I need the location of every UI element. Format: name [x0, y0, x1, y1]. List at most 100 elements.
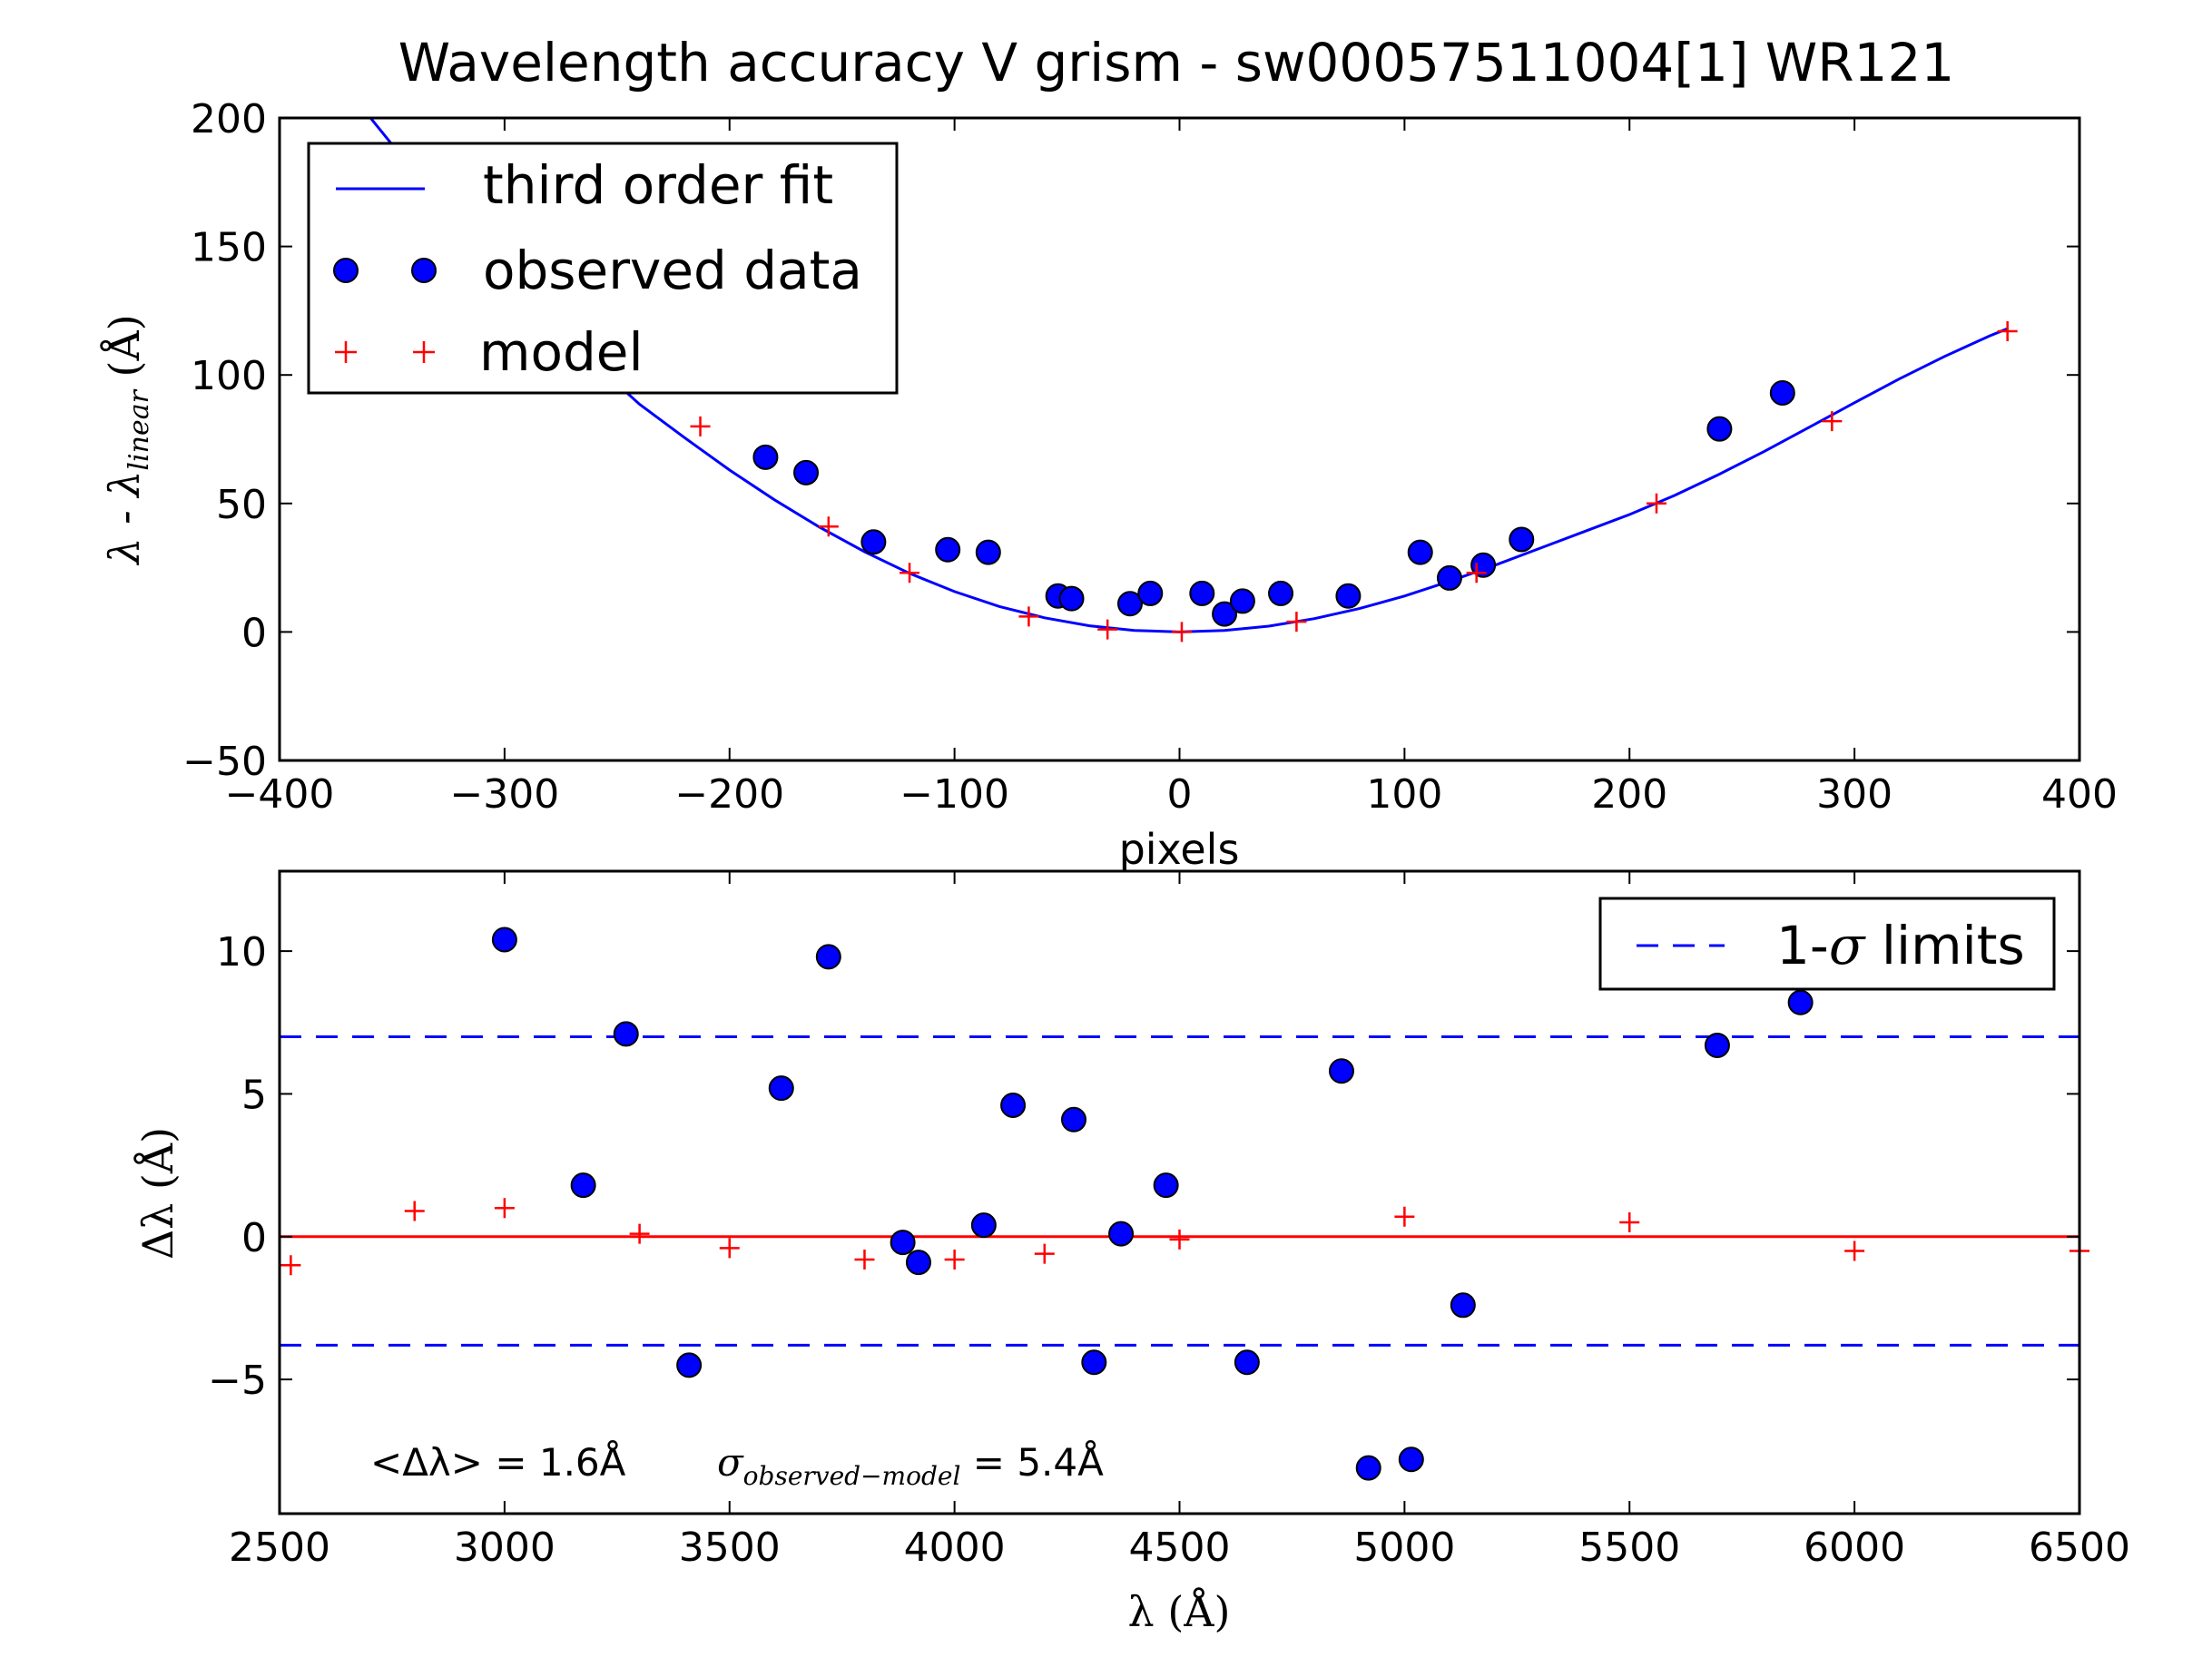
model-point	[1286, 612, 1307, 632]
bottom-x-tick-label: 6000	[1804, 1525, 1905, 1571]
chart-title: Wavelength accuracy V grism - sw00057511…	[398, 32, 1955, 93]
top-legend-box	[307, 142, 899, 395]
observed-residual-point	[1328, 1058, 1354, 1084]
model-residual-point	[1844, 1240, 1865, 1261]
observed-data-point	[1058, 585, 1085, 612]
stats-annotation-mean: <Δλ> = 1.6Å	[370, 1439, 626, 1485]
legend-observed-label: observed data	[483, 240, 862, 301]
top-y-tick-label: 200	[191, 96, 267, 142]
top-axis-ticks: −400 −300 −200 −100 0 100 200 300 400 −50 0 50 100 15…	[182, 96, 2118, 818]
top-y-tick-label: 50	[216, 482, 267, 528]
top-y-tick-label: 0	[241, 610, 267, 656]
observed-residual-point	[1081, 1349, 1107, 1376]
observed-residual-point	[676, 1352, 703, 1378]
bottom-x-tick-label: 3000	[454, 1525, 555, 1571]
top-panel: −400 −300 −200 −100 0 100 200 300 400 −50 0 50 100 15…	[99, 96, 2118, 874]
model-point	[1822, 411, 1843, 432]
bottom-y-axis-label: Δλ (Å)	[133, 1127, 182, 1260]
observed-residual-point	[890, 1230, 916, 1256]
bottom-x-tick-label: 4000	[904, 1525, 1006, 1571]
model-point	[900, 563, 920, 583]
model-point	[1171, 622, 1192, 642]
bottom-plot-area	[280, 927, 2089, 1481]
bottom-x-tick-label: 2500	[229, 1525, 330, 1571]
bottom-legend: 1-σ limits	[1598, 897, 2056, 991]
model-point	[1466, 563, 1487, 583]
bottom-y-tick-label: 5	[241, 1072, 267, 1118]
top-x-tick-label: −400	[225, 771, 335, 818]
observed-residual-point	[970, 1212, 997, 1239]
model-point	[1018, 606, 1039, 627]
model-residual-point	[494, 1198, 515, 1219]
bottom-x-tick-label: 5500	[1578, 1525, 1680, 1571]
model-residual-point	[1169, 1229, 1190, 1250]
bottom-x-tick-label: 4500	[1129, 1525, 1231, 1571]
model-point	[1997, 321, 2018, 342]
model-residual-point	[1394, 1206, 1415, 1227]
top-x-tick-label: 300	[1816, 771, 1892, 818]
legend-sigma-label: 1-σ limits	[1776, 915, 2025, 976]
model-point	[818, 516, 839, 537]
observed-residual-point	[570, 1172, 596, 1199]
observed-data-point	[1212, 601, 1238, 627]
stats-annotation-sigma: σobserved−model = 5.4Å	[717, 1439, 1104, 1491]
legend-observed-marker	[411, 258, 437, 283]
observed-data-point	[1436, 564, 1462, 591]
observed-data-point	[1137, 580, 1164, 606]
top-plot-area	[369, 118, 2018, 642]
top-y-tick-label: 100	[191, 353, 267, 399]
observed-residual-point	[613, 1021, 639, 1047]
model-residual-point	[629, 1223, 650, 1244]
observed-residual-point	[1000, 1093, 1027, 1119]
top-legend: third order fit observed data model	[307, 142, 899, 395]
observed-data-point	[1769, 380, 1795, 407]
top-x-tick-label: 100	[1366, 771, 1442, 818]
observed-data-point	[752, 444, 779, 470]
model-point	[1646, 493, 1666, 514]
observed-data-point	[1229, 588, 1255, 614]
bottom-x-axis-label: λ (Å)	[1128, 1586, 1231, 1636]
observed-data-point	[1116, 591, 1143, 617]
model-residual-point	[944, 1249, 965, 1270]
legend-observed-marker	[333, 258, 359, 283]
bottom-x-tick-label: 5000	[1353, 1525, 1455, 1571]
model-residual-point	[280, 1255, 301, 1276]
observed-data-point	[860, 529, 887, 555]
top-y-axis-label: λ - λlinear (Å)	[99, 314, 155, 565]
top-y-tick-label: −50	[182, 739, 267, 785]
legend-model-label: model	[479, 321, 644, 383]
legend-model-marker	[413, 341, 435, 363]
top-x-tick-label: 400	[2041, 771, 2118, 818]
bottom-y-tick-label: 0	[241, 1215, 267, 1261]
model-residual-point	[1034, 1243, 1055, 1264]
bottom-y-tick-label: −5	[208, 1358, 267, 1404]
bottom-panel: 2500 3000 3500 4000 4500 5000 5500 6000 6500 −5 0 5…	[133, 869, 2130, 1636]
model-residual-point	[719, 1238, 740, 1259]
observed-residual-point	[1787, 989, 1814, 1015]
observed-data-point	[1706, 416, 1733, 442]
observed-residual-point	[1108, 1221, 1135, 1247]
legend-model-marker	[335, 341, 357, 363]
observed-data-point	[793, 459, 820, 485]
observed-residual-point	[1234, 1349, 1260, 1376]
observed-residual-point	[1704, 1032, 1730, 1058]
observed-data-point	[1509, 526, 1535, 553]
observed-residual-point	[1450, 1292, 1476, 1319]
bottom-legend-box	[1598, 897, 2056, 991]
observed-data-point	[1268, 580, 1294, 606]
observed-data-point	[935, 536, 961, 563]
top-x-axis-label: pixels	[1119, 825, 1240, 874]
model-residual-point	[854, 1249, 875, 1270]
model-residual-point	[404, 1201, 425, 1221]
top-x-tick-label: −300	[449, 771, 559, 818]
observed-residual-point	[1153, 1172, 1179, 1199]
top-y-tick-label: 150	[191, 225, 267, 271]
observed-residual-point	[815, 944, 841, 970]
observed-residual-point	[1060, 1106, 1086, 1133]
observed-residual-point	[905, 1250, 931, 1276]
observed-residual-point	[1398, 1446, 1424, 1473]
top-x-tick-label: 200	[1591, 771, 1667, 818]
model-point	[690, 416, 711, 436]
observed-data-point	[1335, 583, 1362, 609]
